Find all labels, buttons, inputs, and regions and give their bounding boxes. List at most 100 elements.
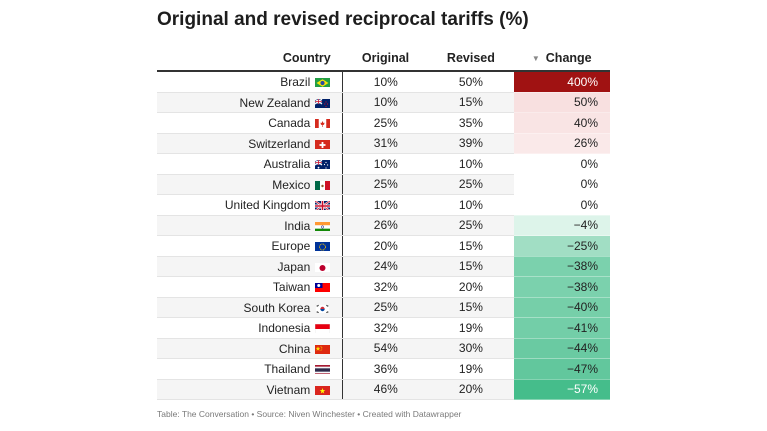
change-cell: −57% (513, 379, 610, 400)
country-cell: Brazil (157, 71, 344, 93)
change-cell: 0% (513, 174, 610, 195)
country-cell: China (157, 338, 344, 359)
change-cell: −4% (513, 215, 610, 236)
change-cell: −38% (513, 276, 610, 298)
table-row: United Kingdom 10% 10% 0% (157, 194, 610, 216)
country-name: Canada (268, 116, 311, 131)
revised-cell: 39% (428, 133, 514, 154)
table-row: Europe 20% 15% −25% (157, 235, 610, 257)
country-cell: Japan (157, 256, 344, 277)
canada-flag-icon (315, 118, 331, 129)
original-cell: 20% (342, 235, 429, 257)
table-row: Brazil 10% 50% 400% (157, 71, 610, 93)
revised-cell: 19% (428, 358, 514, 380)
change-cell: −40% (513, 297, 610, 318)
revised-cell: 20% (428, 276, 514, 298)
revised-cell: 50% (428, 71, 514, 93)
revised-cell: 15% (428, 235, 514, 257)
country-name: Thailand (264, 362, 311, 377)
original-cell: 32% (342, 276, 429, 298)
original-cell: 10% (342, 92, 429, 113)
country-cell: Canada (157, 112, 344, 134)
country-cell: Thailand (157, 358, 344, 380)
table-row: Indonesia 32% 19% −41% (157, 317, 610, 339)
original-cell: 46% (342, 379, 429, 400)
change-cell: −41% (513, 317, 610, 339)
original-cell: 36% (342, 358, 429, 380)
country-cell: Vietnam (157, 379, 344, 400)
change-cell: 0% (513, 153, 610, 175)
country-cell: Indonesia (157, 317, 344, 339)
header-original[interactable]: Original (342, 46, 429, 72)
revised-cell: 25% (428, 174, 514, 195)
original-cell: 31% (342, 133, 429, 154)
switzerland-flag-icon (315, 139, 331, 149)
table-row: Japan 24% 15% −38% (157, 256, 610, 277)
china-flag-icon (315, 344, 331, 354)
original-cell: 54% (342, 338, 429, 359)
new-zealand-flag-icon (315, 98, 331, 108)
revised-cell: 15% (428, 92, 514, 113)
header-change[interactable]: ▼ Change (513, 46, 610, 72)
country-name: India (284, 218, 311, 233)
change-cell: −44% (513, 338, 610, 359)
europe-flag-icon (315, 241, 331, 252)
table-row: Vietnam 46% 20% −57% (157, 379, 610, 400)
source-note: Table: The Conversation • Source: Niven … (157, 409, 462, 419)
table-row: Australia 10% 10% 0% (157, 153, 610, 175)
original-cell: 25% (342, 174, 429, 195)
brazil-flag-icon (315, 77, 331, 88)
country-name: Europe (271, 239, 311, 254)
original-cell: 26% (342, 215, 429, 236)
header-country[interactable]: Country (157, 46, 343, 72)
country-cell: Europe (157, 235, 344, 257)
table-row: China 54% 30% −44% (157, 338, 610, 359)
united-kingdom-flag-icon (315, 200, 331, 211)
change-cell: 26% (513, 133, 610, 154)
country-cell: Mexico (157, 174, 344, 195)
south-korea-flag-icon (315, 303, 331, 313)
country-name: Japan (277, 259, 311, 274)
header-revised[interactable]: Revised (428, 46, 514, 72)
change-cell: −38% (513, 256, 610, 277)
revised-cell: 15% (428, 297, 514, 318)
table-row: South Korea 25% 15% −40% (157, 297, 610, 318)
revised-cell: 15% (428, 256, 514, 277)
country-cell: United Kingdom (157, 194, 344, 216)
chart-title: Original and revised reciprocal tariffs … (157, 9, 529, 30)
change-cell: 400% (513, 71, 610, 93)
australia-flag-icon (315, 159, 331, 170)
mexico-flag-icon (315, 180, 331, 190)
original-cell: 25% (342, 112, 429, 134)
country-name: South Korea (243, 300, 311, 315)
change-cell: 50% (513, 92, 610, 113)
indonesia-flag-icon (315, 323, 331, 334)
table-row: Mexico 25% 25% 0% (157, 174, 610, 195)
country-name: Brazil (280, 75, 311, 90)
country-name: New Zealand (239, 95, 311, 110)
country-cell: Taiwan (157, 276, 344, 298)
thailand-flag-icon (315, 364, 331, 375)
table-row: Switzerland 31% 39% 26% (157, 133, 610, 154)
country-cell: South Korea (157, 297, 344, 318)
table-row: New Zealand 10% 15% 50% (157, 92, 610, 113)
revised-cell: 25% (428, 215, 514, 236)
taiwan-flag-icon (315, 282, 331, 293)
vietnam-flag-icon (315, 385, 331, 395)
revised-cell: 10% (428, 194, 514, 216)
country-cell: Australia (157, 153, 344, 175)
revised-cell: 19% (428, 317, 514, 339)
original-cell: 25% (342, 297, 429, 318)
revised-cell: 30% (428, 338, 514, 359)
japan-flag-icon (315, 262, 331, 272)
country-name: Mexico (272, 177, 311, 192)
change-cell: 40% (513, 112, 610, 134)
revised-cell: 10% (428, 153, 514, 175)
change-cell: 0% (513, 194, 610, 216)
revised-cell: 20% (428, 379, 514, 400)
country-cell: New Zealand (157, 92, 344, 113)
tariff-table: Country Original Revised ▼ Change Brazil 1… (157, 46, 610, 400)
original-cell: 10% (342, 153, 429, 175)
country-name: Australia (263, 157, 311, 172)
table-row: Taiwan 32% 20% −38% (157, 276, 610, 298)
